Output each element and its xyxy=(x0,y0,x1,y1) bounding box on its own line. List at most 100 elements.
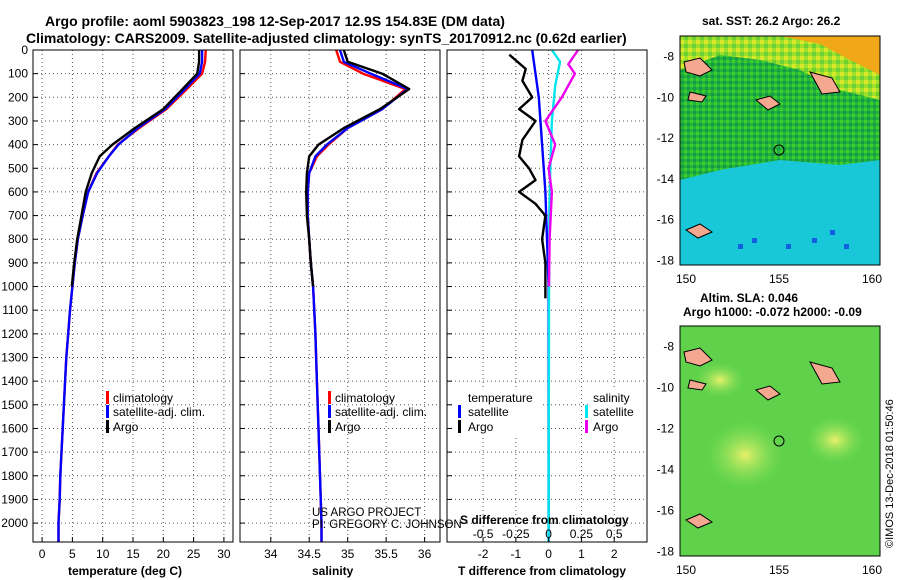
difference-x-tick-label: 0 xyxy=(545,547,552,561)
legend-label-s-satellite: satellite xyxy=(593,405,634,419)
salinity-series xyxy=(305,49,411,542)
legend-label-argo: Argo xyxy=(335,420,361,434)
salinity-profile-panel: 34 34.5 35 35.5 36 salinity climatology sate… xyxy=(239,49,462,578)
salinity-grid xyxy=(240,49,440,542)
legend-background-right xyxy=(590,387,646,437)
sla-map-y-ticks: -8 -10 -12 -14 -16 -18 xyxy=(657,340,675,559)
map-y-tick-label: -16 xyxy=(657,213,675,227)
salinity-x-label: salinity xyxy=(312,564,354,578)
difference-top-x-ticks: -0.5 -0.25 0 0.25 0.5 xyxy=(473,527,623,541)
depth-axis-tick-labels: 0 100 200 300 400 500 600 700 800 900 1000 1100 1200… xyxy=(1,43,28,530)
s-difference-label: S difference from climatology xyxy=(460,513,629,527)
legend-label-climatology: climatology xyxy=(335,391,395,405)
difference-legend: temperature satellite Argo salinity sate… xyxy=(452,387,646,437)
map-y-tick-label: -10 xyxy=(657,381,675,395)
difference-series xyxy=(508,49,580,543)
salinity-x-tick-label: 34.5 xyxy=(298,547,322,561)
temperature-x-tick-label: 5 xyxy=(69,547,76,561)
sst-map-y-ticks: -8 -10 -12 -14 -16 -18 xyxy=(657,50,675,268)
title-line-2: Climatology: CARS2009. Satellite-adjuste… xyxy=(26,30,627,46)
map-x-tick-label: 160 xyxy=(862,563,882,577)
temperature-x-tick-label: 30 xyxy=(217,547,231,561)
depth-tick-label: 1700 xyxy=(1,445,28,459)
salinity-x-tick-label: 34 xyxy=(264,547,278,561)
legend-heading-salinity: salinity xyxy=(593,391,630,405)
temperature-x-tick-label: 10 xyxy=(96,547,110,561)
sla-map-title: Altim. SLA: 0.046 xyxy=(700,291,798,305)
difference-series-temperature-argo xyxy=(508,53,547,299)
sst-map-x-ticks: 150 155 160 xyxy=(676,272,882,286)
sst-map-title: sat. SST: 26.2 Argo: 26.2 xyxy=(702,14,841,28)
depth-tick-label: 1800 xyxy=(1,469,28,483)
depth-tick-label: 1400 xyxy=(1,374,28,388)
difference-series-salinity-argo xyxy=(544,49,580,287)
depth-tick-label: 1900 xyxy=(1,492,28,506)
map-y-tick-label: -10 xyxy=(657,90,675,104)
legend-swatch-s-argo xyxy=(585,420,588,433)
temperature-grid xyxy=(33,49,233,542)
difference-x-tick-label: -1 xyxy=(511,547,522,561)
sla-high-anomaly-north xyxy=(695,362,745,398)
difference-top-x-tick-label: -0.25 xyxy=(502,527,530,541)
depth-tick-label: 400 xyxy=(8,138,28,152)
salinity-x-tick-label: 36 xyxy=(418,547,432,561)
credit-line-1: US ARGO PROJECT xyxy=(312,507,421,519)
difference-x-tick-label: -2 xyxy=(478,547,489,561)
depth-tick-label: 300 xyxy=(8,114,28,128)
depth-tick-label: 900 xyxy=(8,256,28,270)
salinity-series-satellite-adj-clim- xyxy=(306,49,409,542)
temperature-x-tick-label: 0 xyxy=(39,547,46,561)
legend-label-satellite: satellite-adj. clim. xyxy=(335,405,427,419)
legend-swatch-satellite xyxy=(106,405,109,418)
temperature-plot-frame xyxy=(32,49,234,543)
map-y-tick-label: -12 xyxy=(657,422,675,436)
legend-swatch-climatology xyxy=(328,391,331,404)
depth-tick-label: 800 xyxy=(8,232,28,246)
salinity-series-argo xyxy=(305,49,411,287)
credit-line-2: PI: GREGORY C. JOHNSON xyxy=(312,519,462,531)
legend-swatch-argo xyxy=(328,420,331,433)
map-x-tick-label: 160 xyxy=(862,272,882,286)
difference-top-x-tick-label: 0.25 xyxy=(570,527,594,541)
map-y-tick-label: -14 xyxy=(657,463,675,477)
depth-tick-label: 500 xyxy=(8,161,28,175)
map-y-tick-label: -8 xyxy=(663,340,674,354)
depth-tick-label: 1300 xyxy=(1,351,28,365)
map-y-tick-label: -18 xyxy=(657,544,675,558)
temperature-legend: climatology satellite-adj. clim. Argo xyxy=(106,391,205,434)
sla-high-anomaly xyxy=(705,420,785,490)
salinity-x-tick-label: 35.5 xyxy=(374,547,398,561)
legend-heading-temperature: temperature xyxy=(468,391,533,405)
temperature-profile-panel: 0 5 10 15 20 25 30 temperature (deg C) climato… xyxy=(32,49,234,578)
sla-coastline xyxy=(683,347,841,529)
sst-profile-location-marker xyxy=(773,144,785,156)
legend-swatch-s-satellite xyxy=(585,405,588,418)
salinity-x-ticks: 34 34.5 35 35.5 36 xyxy=(264,537,432,561)
salinity-plot-frame xyxy=(239,49,441,543)
sst-cold-pixels xyxy=(738,230,849,249)
legend-label-t-argo: Argo xyxy=(468,420,494,434)
depth-tick-label: 2000 xyxy=(1,516,28,530)
legend-label-satellite: satellite-adj. clim. xyxy=(113,405,205,419)
temperature-x-ticks: 0 5 10 15 20 25 30 xyxy=(39,537,231,561)
t-difference-label: T difference from climatology xyxy=(458,564,626,578)
temperature-series xyxy=(57,49,207,542)
map-x-tick-label: 150 xyxy=(676,272,696,286)
depth-tick-label: 0 xyxy=(21,43,28,57)
sla-map-frame xyxy=(679,325,881,557)
temperature-x-tick-label: 15 xyxy=(126,547,140,561)
temperature-series-climatology xyxy=(57,49,207,542)
sst-coastline xyxy=(683,57,841,239)
legend-background-left xyxy=(452,387,543,437)
sst-cool-region xyxy=(680,160,880,265)
difference-top-x-tick-label: 0.5 xyxy=(606,527,623,541)
temperature-series-argo xyxy=(70,50,201,287)
temperature-x-tick-label: 25 xyxy=(187,547,201,561)
map-x-tick-label: 150 xyxy=(676,563,696,577)
depth-tick-label: 1500 xyxy=(1,398,28,412)
difference-top-x-tick-label: -0.5 xyxy=(473,527,494,541)
salinity-x-tick-label: 35 xyxy=(341,547,355,561)
legend-swatch-t-argo xyxy=(458,420,461,433)
legend-label-argo: Argo xyxy=(113,420,139,434)
